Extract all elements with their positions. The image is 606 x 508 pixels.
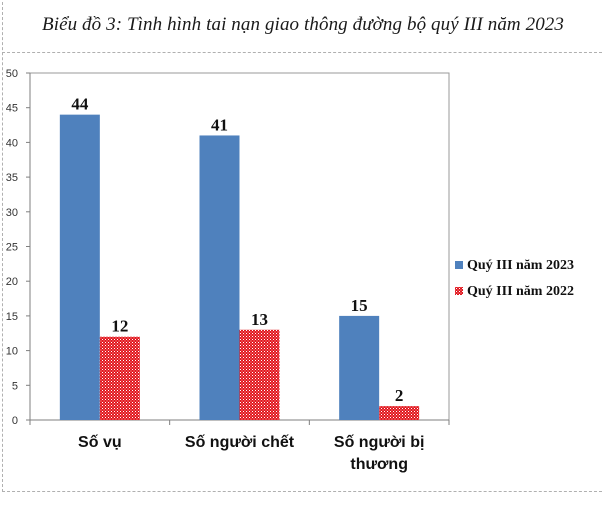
x-category-label: Số vụ: [78, 434, 122, 451]
labels: 44 41 15 12 13 2: [71, 95, 403, 405]
chart-frame: [2, 2, 602, 492]
legend-label: Quý III năm 2022: [467, 284, 574, 299]
legend-label: Quý III năm 2023: [467, 258, 574, 273]
y-tick-label: 0: [12, 415, 18, 427]
data-label: 12: [111, 317, 128, 336]
y-tick-label: 30: [6, 207, 18, 219]
x-category-label: Số người bị thương: [334, 434, 425, 473]
chart-title: Biểu đồ 3: Tình hình tai nạn giao thông …: [41, 14, 565, 35]
bar: [59, 114, 100, 420]
y-tick-label: 50: [6, 68, 18, 80]
y-tick-label: 20: [6, 276, 18, 288]
bars: [59, 114, 420, 420]
bar: [339, 315, 380, 420]
y-tick-label: 40: [6, 137, 18, 149]
x-category-label: Số người chết: [185, 434, 295, 451]
bar: [199, 135, 240, 420]
title-divider: [2, 52, 602, 53]
data-label: 2: [395, 386, 404, 405]
data-label: 13: [251, 310, 268, 329]
y-tick-label: 5: [12, 380, 18, 392]
legend-swatch: [455, 287, 463, 295]
y-tick-label: 10: [6, 346, 18, 358]
y-tick-label: 45: [6, 103, 18, 115]
y-tick-label: 35: [6, 172, 18, 184]
legend-swatch: [455, 261, 463, 269]
legend: Quý III năm 2023 Quý III năm 2022: [455, 258, 574, 299]
bar: [379, 406, 420, 420]
bar: [99, 336, 140, 420]
bar: [239, 329, 280, 420]
y-tick-label: 15: [6, 311, 18, 323]
data-label: 44: [71, 95, 89, 114]
data-label: 41: [211, 115, 228, 134]
data-label: 15: [351, 296, 368, 315]
y-tick-label: 25: [6, 242, 18, 254]
